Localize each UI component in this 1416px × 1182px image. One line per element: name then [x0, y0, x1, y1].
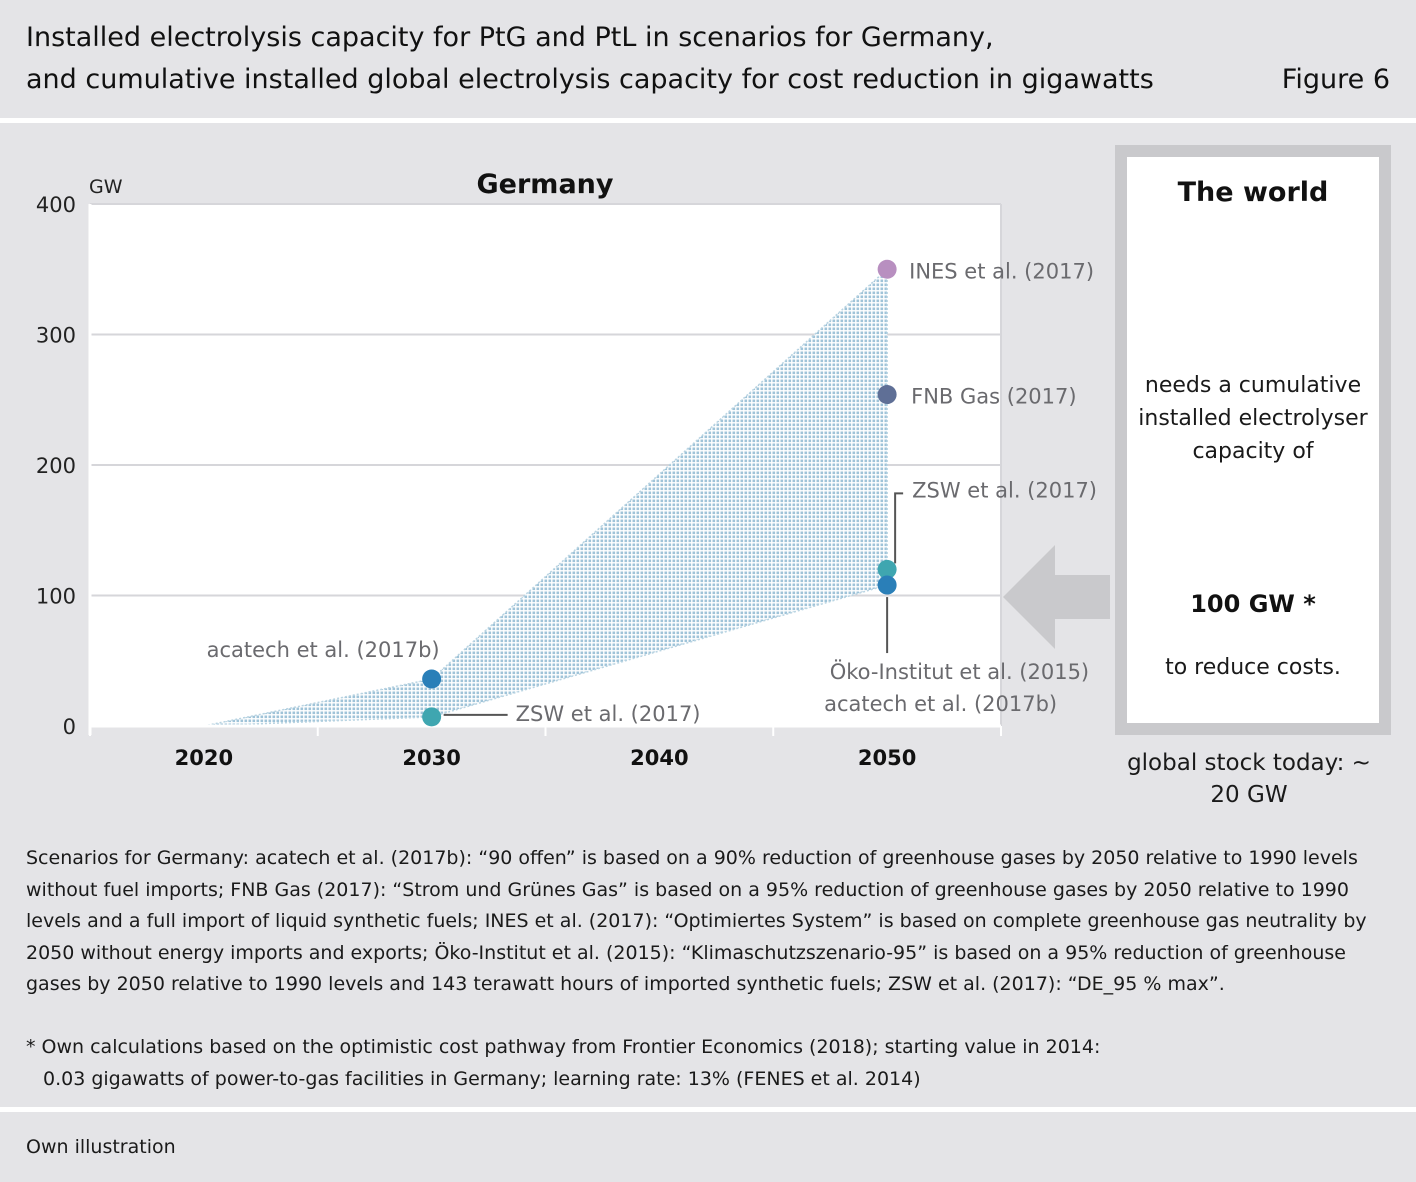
data-point [877, 575, 897, 595]
point-label-secondary: acatech et al. (2017b) [824, 692, 1057, 716]
y-axis-unit: GW [89, 176, 123, 198]
world-description: needs a cumulative installed electrolyse… [1138, 373, 1368, 464]
point-label: ZSW et al. (2017) [516, 702, 701, 726]
y-tick-label: 300 [36, 324, 76, 348]
figure-title-line-2: and cumulative installed global electrol… [26, 64, 1154, 95]
data-point [422, 669, 442, 689]
y-tick-label: 0 [63, 715, 76, 739]
scenario-range-band [203, 267, 888, 727]
chart-title: Germany [477, 169, 614, 200]
y-tick-label: 100 [36, 585, 76, 609]
x-tick-label: 2020 [175, 746, 233, 770]
world-subtext: to reduce costs. [1165, 655, 1341, 680]
data-point [877, 559, 897, 579]
data-point [877, 259, 897, 279]
germany-chart: 0 100 200 300 400 2020 2030 2040 2050 acatech et… [36, 169, 1110, 770]
footnote-line-2: 0.03 gigawatts of power-to-gas facilitie… [43, 1067, 921, 1090]
footnote: * Own calculations based on the optimist… [26, 1032, 1386, 1095]
world-title: The world [1177, 177, 1329, 208]
x-tick-label: 2050 [858, 746, 916, 770]
arrow-icon [1003, 545, 1110, 649]
point-label: FNB Gas (2017) [911, 385, 1076, 409]
world-capacity-value: 100 GW * [1190, 590, 1316, 618]
label-connector [894, 492, 904, 564]
data-point [422, 707, 442, 727]
global-stock-note: global stock today: ~ 20 GW [1127, 750, 1371, 808]
source-note: Own illustration [26, 1136, 176, 1158]
world-panel-inner: The world needs a cumulative installed e… [1127, 157, 1379, 723]
figure-header: Installed electrolysis capacity for PtG … [0, 0, 1416, 118]
point-label: Öko-Institut et al. (2015) [830, 659, 1089, 684]
data-point [877, 385, 897, 405]
x-tick-label: 2030 [402, 746, 460, 770]
point-label: acatech et al. (2017b) [207, 638, 440, 662]
header-divider [0, 118, 1416, 123]
x-tick-label: 2040 [630, 746, 688, 770]
point-label: ZSW et al. (2017) [912, 478, 1097, 502]
point-label: INES et al. (2017) [909, 259, 1094, 283]
footnote-line-1: * Own calculations based on the optimist… [26, 1036, 1101, 1058]
footer-divider [0, 1107, 1416, 1112]
figure-title-line-1: Installed electrolysis capacity for PtG … [26, 22, 994, 53]
y-tick-label: 400 [36, 193, 76, 217]
world-panel: The world needs a cumulative installed e… [1115, 145, 1391, 735]
figure-number: Figure 6 [1281, 64, 1390, 95]
y-tick-label: 200 [36, 454, 76, 478]
scenario-notes: Scenarios for Germany: acatech et al. (2… [26, 847, 1367, 995]
